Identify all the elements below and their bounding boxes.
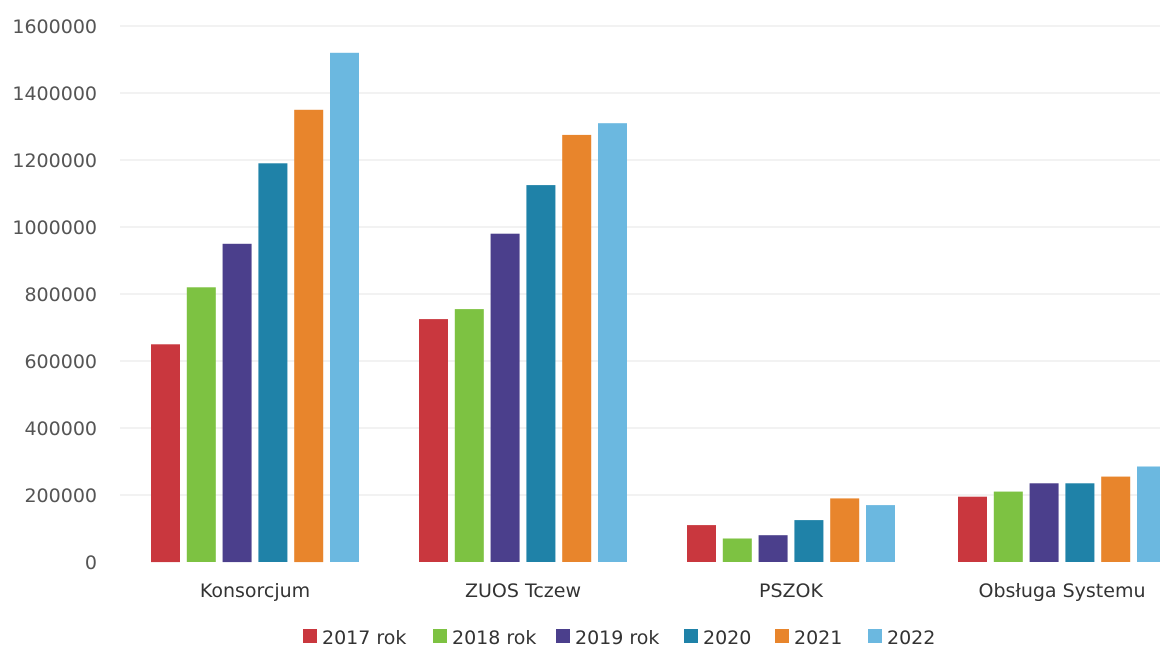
legend-swatch — [556, 629, 570, 643]
x-category-label: PSZOK — [759, 580, 823, 602]
bar-3-3 — [758, 535, 788, 562]
bar-4-4 — [1065, 483, 1095, 562]
x-category-label: ZUOS Tczew — [465, 580, 581, 602]
bar-2-4 — [526, 185, 556, 562]
gridlines — [120, 25, 1160, 496]
y-tick-label: 1400000 — [12, 83, 97, 105]
legend-label: 2019 rok — [575, 627, 659, 649]
y-tick-label: 1600000 — [12, 16, 97, 38]
y-axis: 0 200000 400000 600000 800000 1000000 1200000 1… — [12, 16, 97, 574]
bar-4-1 — [958, 496, 987, 562]
bar-3-5 — [830, 498, 860, 562]
bar-2-6 — [598, 123, 627, 562]
bars — [151, 52, 1160, 563]
x-axis: Konsorcjum ZUOS Tczew PSZOK Obsługa Systemu — [200, 580, 1146, 602]
legend-label: 2018 rok — [452, 627, 536, 649]
bar-1-3 — [222, 243, 252, 563]
bar-4-5 — [1101, 476, 1131, 562]
y-tick-label: 1000000 — [12, 217, 97, 239]
y-tick-label: 600000 — [24, 351, 97, 373]
bar-1-4 — [258, 163, 288, 563]
bar-1-2 — [186, 287, 216, 562]
y-tick-label: 0 — [85, 552, 97, 574]
legend-label: 2022 — [887, 627, 935, 649]
legend-swatch — [303, 629, 317, 643]
bar-2-1 — [419, 319, 448, 562]
legend-swatch — [433, 629, 447, 643]
bar-1-1 — [151, 344, 180, 563]
y-tick-label: 800000 — [24, 284, 97, 306]
legend-swatch — [868, 629, 882, 643]
bar-1-6 — [330, 52, 359, 563]
bar-2-3 — [490, 233, 520, 562]
bar-4-3 — [1029, 483, 1059, 562]
legend-label: 2021 — [794, 627, 842, 649]
bar-1-5 — [294, 109, 324, 563]
bar-3-1 — [687, 525, 716, 562]
legend: 2017 rok 2018 rok 2019 rok 2020 2021 2022 — [303, 627, 935, 649]
legend-label: 2020 — [703, 627, 751, 649]
x-category-label: Obsługa Systemu — [979, 580, 1146, 602]
bar-3-6 — [866, 505, 895, 562]
y-tick-label: 200000 — [24, 485, 97, 507]
bar-4-6 — [1137, 466, 1160, 562]
y-tick-label: 1200000 — [12, 150, 97, 172]
bar-3-2 — [722, 538, 752, 562]
bar-4-2 — [993, 491, 1023, 562]
legend-swatch — [775, 629, 789, 643]
bar-2-2 — [454, 309, 484, 562]
bar-2-5 — [562, 134, 592, 562]
y-tick-label: 400000 — [24, 418, 97, 440]
bar-3-4 — [794, 520, 824, 562]
legend-label: 2017 rok — [322, 627, 406, 649]
legend-swatch — [684, 629, 698, 643]
x-category-label: Konsorcjum — [200, 580, 310, 602]
